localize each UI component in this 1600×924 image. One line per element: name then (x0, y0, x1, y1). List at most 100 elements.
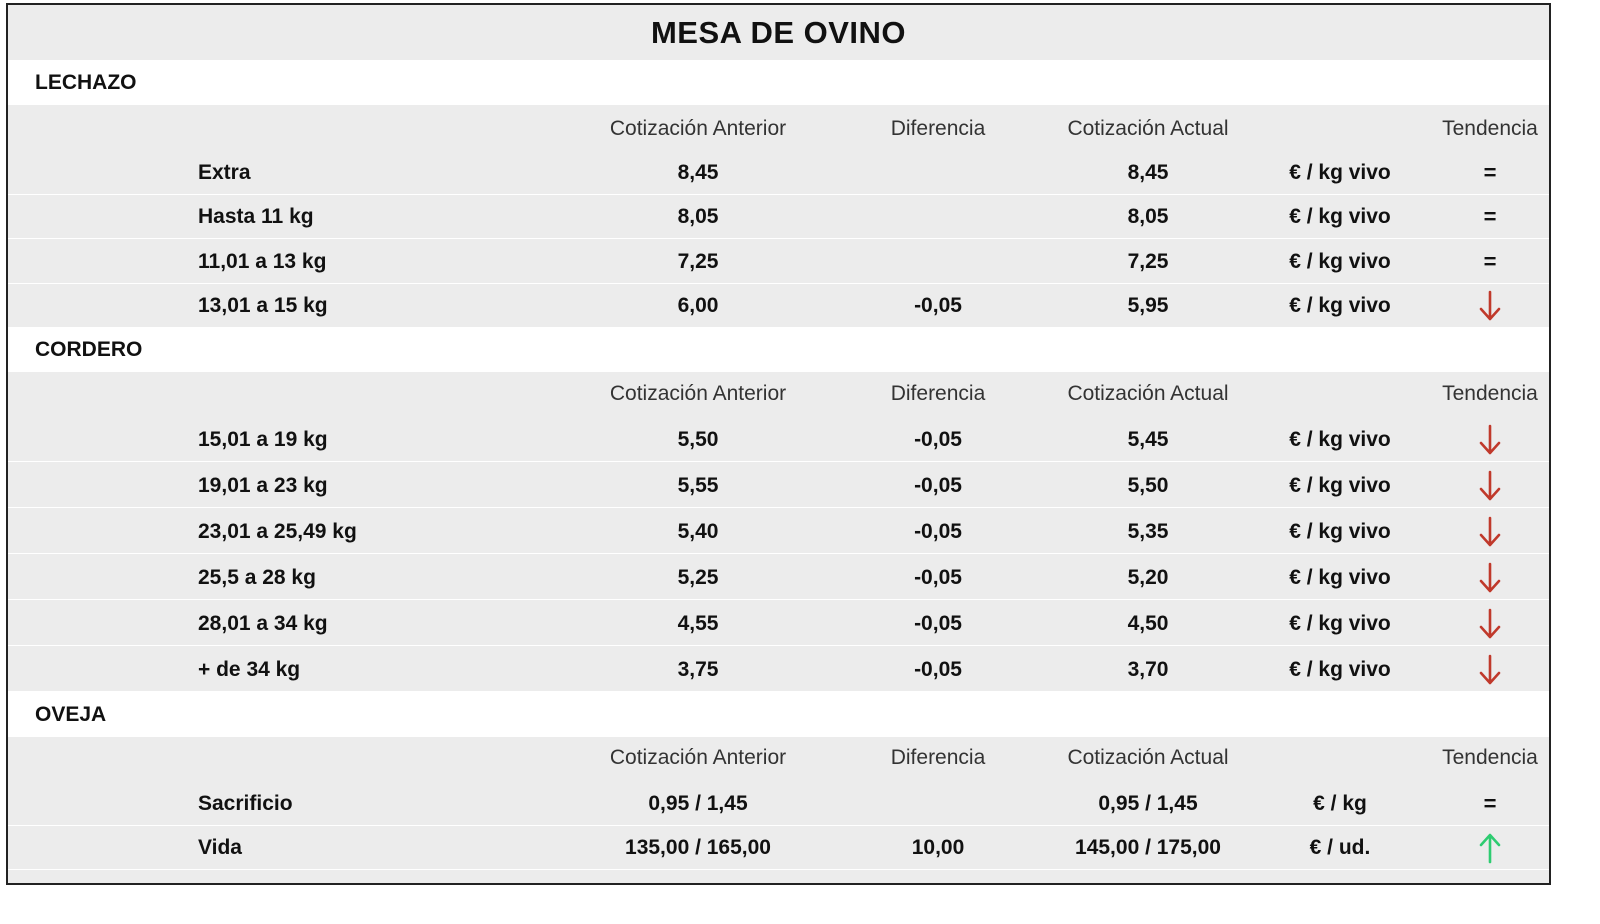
cotizacion-actual-value: 5,45 (1127, 427, 1169, 451)
unit-label: € / kg (1313, 791, 1367, 815)
row-label: + de 34 kg (198, 657, 301, 681)
cotizacion-actual-value: 5,95 (1127, 293, 1169, 317)
cotizacion-actual-value: 8,45 (1127, 160, 1169, 184)
cotizacion-anterior-value: 5,55 (677, 473, 719, 497)
header-diferencia: Diferencia (890, 746, 986, 769)
section-heading-lechazo: LECHAZO (8, 60, 1549, 105)
header-cotizacion-anterior: Cotización Anterior (609, 746, 787, 769)
row-label: 28,01 a 34 kg (198, 611, 328, 635)
cotizacion-actual-value: 7,25 (1127, 249, 1169, 273)
table-row: Sacrificio 0,95 / 1,45 0,95 / 1,45 € / kg = (8, 782, 1549, 826)
diferencia-value (848, 195, 1028, 238)
table-row: 13,01 a 15 kg 6,00 -0,05 5,95 € / kg vivo (8, 284, 1549, 328)
row-label: 25,5 a 28 kg (198, 565, 316, 589)
section-heading-oveja: OVEJA (8, 692, 1549, 737)
column-header-row: Cotización Anterior Diferencia Cotización … (8, 736, 1549, 780)
column-header-row: Cotización Anterior Diferencia Cotización … (8, 372, 1549, 416)
diferencia-value (848, 151, 1028, 194)
row-label: Sacrificio (198, 791, 293, 815)
diferencia-value: -0,05 (914, 657, 962, 681)
table-row: Extra 8,45 8,45 € / kg vivo = (8, 151, 1549, 195)
arrow-up-icon (1479, 832, 1501, 864)
cotizacion-anterior-value: 8,05 (677, 204, 719, 228)
unit-label: € / kg vivo (1289, 160, 1391, 184)
trend-equal-icon: = (1483, 159, 1497, 185)
row-label: Hasta 11 kg (198, 204, 314, 228)
table-row: 11,01 a 13 kg 7,25 7,25 € / kg vivo = (8, 240, 1549, 284)
unit-label: € / kg vivo (1289, 293, 1391, 317)
diferencia-value: -0,05 (914, 565, 962, 589)
header-tendencia: Tendencia (1442, 382, 1538, 405)
cotizacion-actual-value: 8,05 (1127, 204, 1169, 228)
arrow-down-icon (1479, 516, 1501, 548)
diferencia-value: -0,05 (914, 293, 962, 317)
table-row: 25,5 a 28 kg 5,25 -0,05 5,20 € / kg vivo (8, 556, 1549, 600)
table-row: 23,01 a 25,49 kg 5,40 -0,05 5,35 € / kg vivo (8, 510, 1549, 554)
trend-cell (1428, 556, 1552, 599)
trend-cell (1428, 284, 1552, 327)
diferencia-value: -0,05 (914, 519, 962, 543)
unit-label: € / kg vivo (1289, 427, 1391, 451)
trend-cell: = (1428, 151, 1552, 194)
header-diferencia: Diferencia (890, 117, 986, 140)
arrow-down-icon (1479, 562, 1501, 594)
diferencia-value: 10,00 (911, 835, 965, 859)
unit-label: € / kg vivo (1289, 611, 1391, 635)
unit-label: € / kg vivo (1289, 249, 1391, 273)
arrow-down-icon (1479, 608, 1501, 640)
cotizacion-actual-value: 145,00 / 175,00 (1075, 835, 1221, 859)
cotizacion-anterior-value: 7,25 (677, 249, 719, 273)
trend-cell: = (1428, 240, 1552, 283)
table-row: + de 34 kg 3,75 -0,05 3,70 € / kg vivo (8, 648, 1549, 692)
cotizacion-anterior-value: 5,40 (677, 519, 719, 543)
table-row: Vida 135,00 / 165,00 10,00 145,00 / 175,00 €… (8, 826, 1549, 870)
header-diferencia: Diferencia (890, 382, 986, 405)
arrow-down-icon (1479, 424, 1501, 456)
table-row: 15,01 a 19 kg 5,50 -0,05 5,45 € / kg vivo (8, 418, 1549, 462)
trend-cell: = (1428, 195, 1552, 238)
diferencia-value (848, 782, 1028, 825)
trend-equal-icon: = (1483, 790, 1497, 816)
diferencia-value: -0,05 (914, 473, 962, 497)
trend-cell (1428, 418, 1552, 461)
row-label: Extra (198, 160, 251, 184)
trend-cell (1428, 648, 1552, 691)
diferencia-value (848, 240, 1028, 283)
cotizacion-anterior-value: 6,00 (677, 293, 719, 317)
unit-label: € / ud. (1309, 835, 1371, 859)
cotizacion-actual-value: 5,35 (1127, 519, 1169, 543)
arrow-down-icon (1479, 470, 1501, 502)
unit-label: € / kg vivo (1289, 657, 1391, 681)
cotizacion-actual-value: 3,70 (1127, 657, 1169, 681)
trend-equal-icon: = (1483, 248, 1497, 274)
header-cotizacion-actual: Cotización Actual (1067, 117, 1229, 140)
cotizacion-anterior-value: 0,95 / 1,45 (648, 791, 748, 815)
unit-label: € / kg vivo (1289, 565, 1391, 589)
table-title: MESA DE OVINO (8, 5, 1549, 60)
unit-label: € / kg vivo (1289, 473, 1391, 497)
header-cotizacion-actual: Cotización Actual (1067, 382, 1229, 405)
trend-cell (1428, 826, 1552, 869)
cotizacion-anterior-value: 8,45 (677, 160, 719, 184)
cotizacion-actual-value: 4,50 (1127, 611, 1169, 635)
row-label: Vida (198, 835, 242, 859)
cotizacion-actual-value: 0,95 / 1,45 (1098, 791, 1198, 815)
diferencia-value: -0,05 (914, 611, 962, 635)
row-label: 19,01 a 23 kg (198, 473, 328, 497)
price-table: MESA DE OVINO LECHAZO Cotización Anterior… (6, 3, 1551, 885)
row-label: 23,01 a 25,49 kg (198, 519, 357, 543)
arrow-down-icon (1479, 654, 1501, 686)
trend-cell (1428, 464, 1552, 507)
row-label: 11,01 a 13 kg (198, 249, 327, 273)
trend-equal-icon: = (1483, 203, 1497, 229)
trend-cell: = (1428, 782, 1552, 825)
arrow-down-icon (1479, 290, 1501, 322)
trend-cell (1428, 602, 1552, 645)
cotizacion-actual-value: 5,20 (1127, 565, 1169, 589)
diferencia-value: -0,05 (914, 427, 962, 451)
header-cotizacion-anterior: Cotización Anterior (609, 382, 787, 405)
cotizacion-anterior-value: 5,50 (677, 427, 719, 451)
row-label: 13,01 a 15 kg (198, 293, 328, 317)
table-row: 19,01 a 23 kg 5,55 -0,05 5,50 € / kg vivo (8, 464, 1549, 508)
header-cotizacion-actual: Cotización Actual (1067, 746, 1229, 769)
